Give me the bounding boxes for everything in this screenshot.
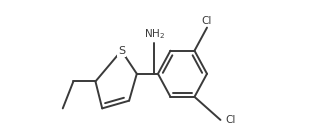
Text: Cl: Cl <box>225 115 236 125</box>
Text: NH$_2$: NH$_2$ <box>143 27 165 41</box>
Text: S: S <box>118 46 125 56</box>
Text: Cl: Cl <box>202 16 212 26</box>
